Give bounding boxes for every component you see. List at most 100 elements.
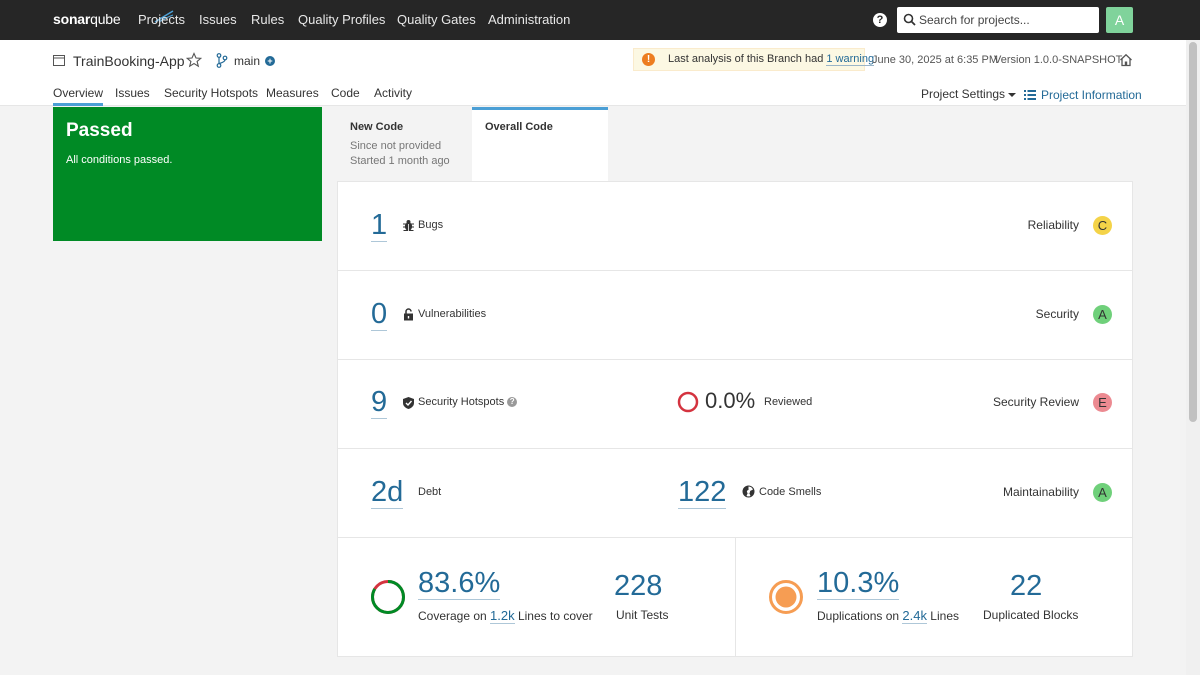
tab-code[interactable]: Code xyxy=(331,86,360,100)
shield-icon xyxy=(403,397,414,409)
scrollbar-thumb[interactable] xyxy=(1189,42,1197,422)
warning-icon: ! xyxy=(642,53,655,66)
duplications-lines-link[interactable]: 2.4k xyxy=(902,608,927,624)
tab-overview[interactable]: Overview xyxy=(53,86,104,106)
page-scrollbar[interactable] xyxy=(1186,40,1200,675)
project-settings-dropdown[interactable]: Project Settings xyxy=(921,87,1017,101)
bug-icon xyxy=(403,220,414,231)
unit-tests-count[interactable]: 228 xyxy=(614,570,663,602)
search-input[interactable] xyxy=(919,11,1094,29)
nav-projects[interactable]: Projects xyxy=(138,12,185,27)
hotspots-label-text: Security Hotspots xyxy=(418,396,505,408)
duplications-percentage[interactable]: 10.3% xyxy=(817,567,900,600)
gate-status-title: Passed xyxy=(66,120,133,141)
gate-status-message: All conditions passed. xyxy=(66,154,173,166)
coverage-prefix: Coverage on xyxy=(418,609,491,623)
maintainability-label: Maintainability xyxy=(1002,485,1079,499)
security-label: Security xyxy=(1035,307,1079,321)
measures-panel: 1 Bugs Reliability C 0 Vulnerabilities S… xyxy=(337,181,1133,657)
project-icon xyxy=(53,55,65,66)
branch-name[interactable]: main xyxy=(234,54,261,68)
reliability-rating[interactable]: C xyxy=(1093,216,1112,235)
nav-rules[interactable]: Rules xyxy=(251,12,285,27)
coverage-percentage[interactable]: 83.6% xyxy=(418,567,501,600)
hotspots-label: Security Hotspots? xyxy=(418,396,518,408)
warning-link[interactable]: 1 warning xyxy=(826,53,875,66)
security-rating[interactable]: A xyxy=(1093,305,1112,324)
home-icon[interactable] xyxy=(1119,53,1133,67)
nav-issues[interactable]: Issues xyxy=(199,12,237,27)
debt-value[interactable]: 2d xyxy=(371,476,404,509)
new-code-since: Since not provided xyxy=(350,140,442,152)
security-hotspots-row: 9 Security Hotspots? 0.0% Reviewed Secur… xyxy=(338,360,1132,449)
lock-icon xyxy=(404,308,413,321)
code-smells-label: Code Smells xyxy=(759,486,822,498)
overall-code-title: Overall Code xyxy=(485,121,553,133)
nav-quality-profiles[interactable]: Quality Profiles xyxy=(298,12,386,27)
reviewed-percentage: 0.0% xyxy=(705,388,756,413)
vulnerabilities-row: 0 Vulnerabilities Security A xyxy=(338,271,1132,360)
search-box[interactable] xyxy=(897,7,1099,33)
new-code-title: New Code xyxy=(350,121,404,133)
duplicated-blocks-label: Duplicated Blocks xyxy=(983,608,1079,622)
branch-icon xyxy=(216,53,228,68)
nav-quality-gates[interactable]: Quality Gates xyxy=(397,12,476,27)
security-review-rating[interactable]: E xyxy=(1093,393,1112,412)
coverage-suffix: Lines to cover xyxy=(514,609,593,623)
tab-new-code[interactable]: New Code Since not provided Started 1 mo… xyxy=(337,107,472,181)
code-smell-icon xyxy=(742,485,755,498)
tab-overall-code[interactable]: Overall Code xyxy=(472,107,608,181)
logo-text-qube: qube xyxy=(90,11,121,27)
project-settings-label: Project Settings xyxy=(921,87,1006,101)
sonarqube-logo[interactable]: sonarqube xyxy=(53,10,174,27)
coverage-duplications-section: 83.6% Coverage on 1.2k Lines to cover 22… xyxy=(338,537,1132,657)
caret-down-icon xyxy=(1008,92,1017,97)
duplications-suffix: Lines xyxy=(926,609,959,623)
tab-issues[interactable]: Issues xyxy=(115,86,150,100)
quality-gate-status: Passed All conditions passed. xyxy=(53,107,322,241)
tab-measures[interactable]: Measures xyxy=(266,86,319,100)
search-icon xyxy=(903,13,916,26)
maintainability-rating[interactable]: A xyxy=(1093,483,1112,502)
duplicated-blocks-count[interactable]: 22 xyxy=(1010,570,1043,602)
new-code-started: Started 1 month ago xyxy=(350,155,450,167)
hotspots-help-icon[interactable]: ? xyxy=(507,397,518,407)
logo-wave-icon xyxy=(154,10,174,23)
coverage-donut-icon xyxy=(371,580,405,614)
coverage-lines-link[interactable]: 1.2k xyxy=(490,608,515,624)
vulnerabilities-count[interactable]: 0 xyxy=(371,298,388,331)
unit-tests-label: Unit Tests xyxy=(616,608,669,622)
list-icon xyxy=(1024,90,1036,100)
top-navbar: sonarqube Projects Issues Rules Quality … xyxy=(0,0,1200,40)
reviewed-donut-icon xyxy=(677,391,699,413)
project-name[interactable]: TrainBooking-App xyxy=(73,53,185,69)
analysis-warning: ! Last analysis of this Branch had 1 war… xyxy=(633,48,875,71)
vulnerabilities-label: Vulnerabilities xyxy=(418,308,487,320)
logo-text-sonar: sonar xyxy=(53,11,91,27)
tab-security-hotspots[interactable]: Security Hotspots xyxy=(164,86,259,100)
debt-label: Debt xyxy=(418,486,442,498)
avatar[interactable]: A xyxy=(1106,7,1133,33)
warning-text: Last analysis of this Branch had 1 warni… xyxy=(668,53,875,66)
duplications-icon xyxy=(769,580,803,614)
nav-administration[interactable]: Administration xyxy=(488,12,571,27)
security-review-label: Security Review xyxy=(992,395,1079,409)
bugs-count[interactable]: 1 xyxy=(371,209,388,242)
code-smells-count[interactable]: 122 xyxy=(678,476,727,509)
hotspots-count[interactable]: 9 xyxy=(371,386,388,419)
project-information-link[interactable]: Project Information xyxy=(1041,88,1142,102)
bugs-label: Bugs xyxy=(418,219,444,231)
favorite-star-icon[interactable] xyxy=(186,52,202,68)
duplications-lines-text: Duplications on 2.4k Lines xyxy=(817,608,959,624)
reliability-label: Reliability xyxy=(1027,218,1079,232)
coverage-lines-text: Coverage on 1.2k Lines to cover xyxy=(418,608,593,624)
branch-plus-icon[interactable]: + xyxy=(265,56,275,66)
bugs-row: 1 Bugs Reliability C xyxy=(338,182,1132,271)
section-divider xyxy=(735,537,736,657)
warning-prefix: Last analysis of this Branch had xyxy=(668,53,827,65)
tab-activity[interactable]: Activity xyxy=(374,86,413,100)
duplications-prefix: Duplications on xyxy=(817,609,903,623)
reviewed-label: Reviewed xyxy=(764,396,813,408)
help-icon[interactable]: ? xyxy=(873,13,887,27)
project-header: TrainBooking-App main + ! Last analysis … xyxy=(0,40,1186,106)
